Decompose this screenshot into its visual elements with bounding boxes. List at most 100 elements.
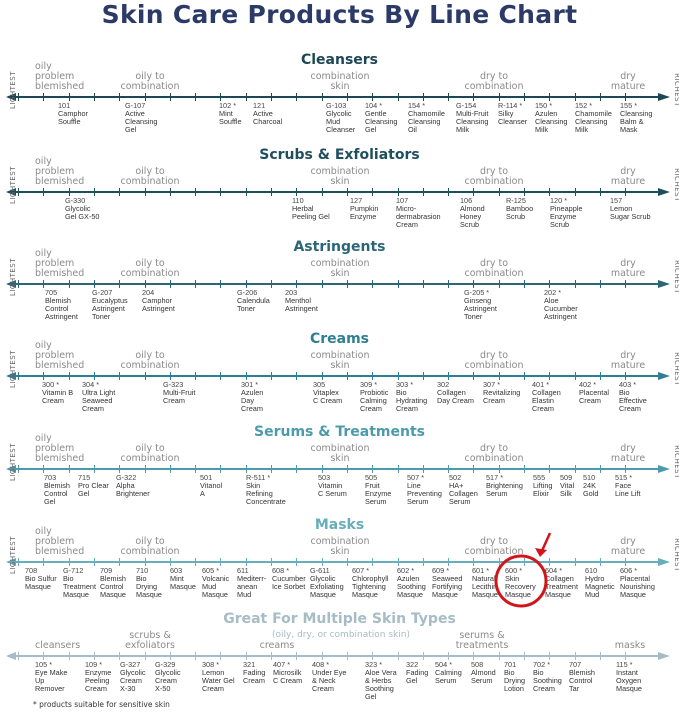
product-number: 501 bbox=[200, 473, 213, 482]
product-number: 610 bbox=[585, 566, 598, 575]
skin-type-label: dry to combination bbox=[464, 71, 524, 92]
axis-tick bbox=[524, 280, 525, 288]
product-label: G-322 Alpha Brightener bbox=[116, 474, 150, 498]
skin-type-label: dry mature bbox=[610, 166, 646, 187]
axis-tick bbox=[271, 188, 272, 196]
axis-tick bbox=[322, 372, 323, 380]
product-name: Pineapple Enzyme Scrub bbox=[550, 204, 583, 229]
product-label: 505 Fruit Enzyme Serum bbox=[365, 474, 391, 506]
product-name: Seaweed Fortifying Masque bbox=[432, 574, 463, 599]
product-number: G-205 * bbox=[464, 288, 490, 297]
skin-type-label: oily to combination bbox=[120, 350, 180, 371]
product-label: 608 * Cucumber Ice Sorbet bbox=[272, 567, 306, 591]
product-name: Ginseng Astringent Toner bbox=[464, 296, 497, 321]
product-number: 407 * bbox=[273, 660, 291, 669]
axis-tick bbox=[575, 93, 576, 101]
product-label: 504 * Calming Serum bbox=[435, 661, 462, 685]
axis-tick bbox=[448, 465, 449, 473]
product-number: 321 bbox=[243, 660, 256, 669]
product-name: Cleansing Balm & Mask bbox=[620, 109, 653, 134]
product-number: 305 bbox=[313, 380, 326, 389]
product-name: Menthol Astringent bbox=[285, 296, 318, 313]
axis-tick bbox=[119, 465, 120, 473]
axis-line bbox=[6, 372, 670, 380]
chart-section: Creams oily problem blemished oily to comb… bbox=[0, 331, 679, 432]
product-label: G-323 Multi-Fruit Cream bbox=[163, 381, 195, 405]
axis-tick bbox=[43, 372, 44, 380]
product-number: 509 bbox=[560, 473, 573, 482]
product-label: 101 Camphor Souffle bbox=[58, 102, 88, 126]
product-label: 606 * Placental Nourishing Masque bbox=[620, 567, 655, 599]
product-label: 152 * Chamomile Cleansing Milk bbox=[575, 102, 612, 134]
skin-type-label: dry mature bbox=[610, 350, 646, 371]
axis-tick bbox=[246, 280, 247, 288]
product-number: 106 bbox=[460, 196, 473, 205]
product-name: Glycolic Cream X-50 bbox=[155, 668, 181, 693]
product-name: Probiotic Calming Cream bbox=[360, 388, 389, 413]
skin-type-label: oily problem blemished bbox=[35, 61, 85, 92]
axis-line bbox=[6, 465, 670, 473]
product-name: Hydro Magnetic Mud bbox=[585, 574, 615, 599]
axis-tick bbox=[220, 652, 221, 660]
product-number: 604 * bbox=[545, 566, 563, 575]
product-name: Bio Hydrating Cream bbox=[396, 388, 428, 413]
product-number: 152 * bbox=[575, 101, 593, 110]
product-label: 705 Blemish Control Astringent bbox=[45, 289, 78, 321]
product-label: G-330 Glycolic Gel GX-50 bbox=[65, 197, 99, 221]
product-label: 105 * Eye Make Up Remover bbox=[35, 661, 67, 693]
product-name: Vitamin B Cream bbox=[42, 388, 74, 405]
skin-type-label: oily problem blemished bbox=[35, 248, 85, 279]
axis-tick bbox=[499, 93, 500, 101]
product-label: G-329 Glycolic Cream X-50 bbox=[155, 661, 181, 693]
axis-tick bbox=[575, 465, 576, 473]
product-number: G-611 bbox=[310, 566, 330, 575]
product-label: 507 * Line Preventing Serum bbox=[407, 474, 442, 506]
product-number: 709 bbox=[100, 566, 113, 575]
axis-tick bbox=[625, 558, 626, 566]
product-name: Calming Serum bbox=[435, 668, 462, 685]
product-name: Collagen Elastin Cream bbox=[532, 388, 561, 413]
axis-tick bbox=[170, 280, 171, 288]
product-number: 110 bbox=[292, 196, 304, 205]
richest-label: RICHEST bbox=[672, 73, 679, 107]
product-name: Mint Souffle bbox=[219, 109, 242, 126]
product-number: 107 bbox=[396, 196, 409, 205]
product-number: G-712 bbox=[63, 566, 84, 575]
axis-tick bbox=[499, 465, 500, 473]
product-name: Herbal Peeling Gel bbox=[292, 204, 330, 221]
axis-line bbox=[6, 280, 670, 288]
skin-type-label: oily to combination bbox=[120, 536, 180, 557]
section-title: Cleansers bbox=[300, 52, 379, 68]
axis-tick bbox=[322, 93, 323, 101]
product-label: 115 * Instant Oxygen Masque bbox=[616, 661, 642, 693]
product-label: 707 Blemish Control Tar bbox=[569, 661, 595, 693]
skin-type-label: dry mature bbox=[610, 71, 646, 92]
product-label: 157 Lemon Sugar Scrub bbox=[610, 197, 651, 221]
product-label: 517 * Brightening Serum bbox=[486, 474, 523, 498]
product-name: Under Eye & Neck Cream bbox=[312, 668, 347, 693]
product-number: 401 * bbox=[532, 380, 550, 389]
product-number: 120 * bbox=[550, 196, 568, 205]
axis-tick bbox=[94, 465, 95, 473]
product-label: 127 Pumpkin Enzyme bbox=[350, 197, 378, 221]
product-label: 120 * Pineapple Enzyme Scrub bbox=[550, 197, 582, 229]
product-label: 121 Active Charcoal bbox=[253, 102, 282, 126]
product-name: Lemon Sugar Scrub bbox=[610, 204, 651, 221]
axis-tick bbox=[195, 280, 196, 288]
product-name: Vitaplex C Cream bbox=[313, 388, 343, 405]
product-number: 708 bbox=[25, 566, 38, 575]
product-name: 24K Gold bbox=[583, 481, 599, 498]
axis-tick bbox=[347, 280, 348, 288]
product-label: 110 Herbal Peeling Gel bbox=[292, 197, 330, 221]
product-label: 202 * Aloe Cucumber Astringent bbox=[544, 289, 578, 321]
skin-type-label: dry to combination bbox=[464, 258, 524, 279]
axis-tick bbox=[119, 188, 120, 196]
product-name: Bio Sulfur Masque bbox=[25, 574, 57, 591]
product-label: 403 * Bio Effective Cream bbox=[619, 381, 647, 413]
axis-tick bbox=[423, 558, 424, 566]
axis-tick bbox=[600, 372, 601, 380]
richest-label: RICHEST bbox=[672, 260, 679, 294]
axis-tick bbox=[220, 372, 221, 380]
axis-tick bbox=[347, 188, 348, 196]
product-name: Brightening Serum bbox=[486, 481, 523, 498]
